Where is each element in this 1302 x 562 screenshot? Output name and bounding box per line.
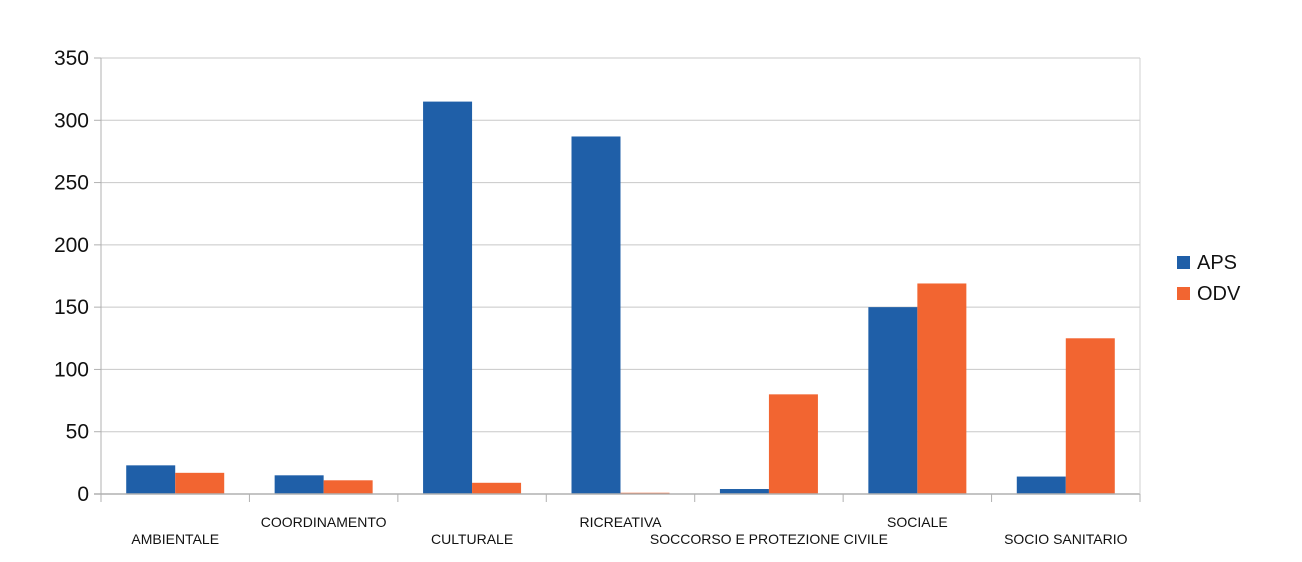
legend-swatch-odv: [1177, 287, 1190, 300]
bar-odv-1: [323, 480, 373, 494]
bar-aps-2: [423, 101, 473, 494]
bar-aps-3: [571, 136, 621, 495]
bar-aps-1: [274, 475, 324, 494]
y-tick-label: 150: [54, 296, 89, 319]
legend-label-aps: APS: [1197, 252, 1237, 274]
bar-odv-6: [1065, 338, 1115, 494]
legend-swatch-aps: [1177, 256, 1190, 269]
bar-aps-5: [868, 307, 918, 494]
y-tick-label: 300: [54, 109, 89, 132]
bar-aps-0: [126, 465, 176, 494]
bar-aps-6: [1016, 476, 1066, 494]
x-axis-ticks: AMBIENTALE COORDINAMENTO CULTURALE RICREATI…: [100, 494, 1141, 547]
bar-odv-0: [175, 472, 225, 494]
x-tick-label: AMBIENTALE: [131, 531, 219, 547]
x-tick-label: RICREATIVA: [580, 514, 663, 530]
bar-odv-2: [472, 482, 522, 494]
legend: APS ODV: [1177, 252, 1241, 305]
legend-label-odv: ODV: [1197, 283, 1241, 305]
y-tick-label: 0: [77, 483, 89, 506]
x-tick-label: COORDINAMENTO: [261, 514, 387, 530]
x-tick-label: SOCIALE: [887, 514, 948, 530]
y-tick-label: 50: [66, 421, 89, 444]
x-tick-label: SOCCORSO E PROTEZIONE CIVILE: [650, 531, 888, 547]
x-tick-label: SOCIO SANITARIO: [1004, 531, 1128, 547]
y-tick-label: 200: [54, 234, 89, 257]
x-tick-label: CULTURALE: [431, 531, 513, 547]
y-tick-label: 350: [54, 47, 89, 70]
bar-odv-4: [768, 394, 818, 494]
y-axis-ticks: 0 50 100 150 200 250 300 350: [54, 47, 101, 506]
y-tick-label: 100: [54, 358, 89, 381]
y-tick-label: 250: [54, 172, 89, 195]
bars: [126, 101, 1115, 495]
axes: [94, 58, 1141, 495]
bar-aps-4: [719, 489, 769, 494]
bar-odv-5: [917, 283, 967, 494]
